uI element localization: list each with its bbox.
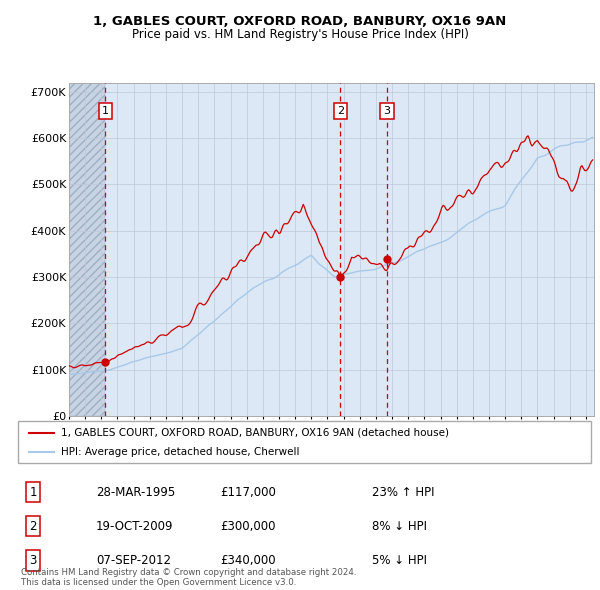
Text: HPI: Average price, detached house, Cherwell: HPI: Average price, detached house, Cher… xyxy=(61,447,299,457)
Text: 07-SEP-2012: 07-SEP-2012 xyxy=(96,554,171,567)
Text: 1: 1 xyxy=(101,106,109,116)
Text: Contains HM Land Registry data © Crown copyright and database right 2024.
This d: Contains HM Land Registry data © Crown c… xyxy=(21,568,356,587)
Text: 8% ↓ HPI: 8% ↓ HPI xyxy=(372,520,427,533)
Text: 2: 2 xyxy=(337,106,344,116)
Text: Price paid vs. HM Land Registry's House Price Index (HPI): Price paid vs. HM Land Registry's House … xyxy=(131,28,469,41)
Text: 2: 2 xyxy=(29,520,37,533)
FancyBboxPatch shape xyxy=(18,421,591,463)
Text: £300,000: £300,000 xyxy=(221,520,276,533)
Text: 23% ↑ HPI: 23% ↑ HPI xyxy=(372,486,434,499)
Text: 3: 3 xyxy=(29,554,37,567)
Text: 1: 1 xyxy=(29,486,37,499)
Bar xyxy=(69,83,105,416)
Text: 19-OCT-2009: 19-OCT-2009 xyxy=(96,520,173,533)
Text: 5% ↓ HPI: 5% ↓ HPI xyxy=(372,554,427,567)
Text: 1, GABLES COURT, OXFORD ROAD, BANBURY, OX16 9AN: 1, GABLES COURT, OXFORD ROAD, BANBURY, O… xyxy=(94,15,506,28)
Text: £117,000: £117,000 xyxy=(220,486,276,499)
Text: £340,000: £340,000 xyxy=(220,554,276,567)
Text: 1, GABLES COURT, OXFORD ROAD, BANBURY, OX16 9AN (detached house): 1, GABLES COURT, OXFORD ROAD, BANBURY, O… xyxy=(61,428,449,438)
Bar xyxy=(69,83,105,416)
Text: 28-MAR-1995: 28-MAR-1995 xyxy=(96,486,175,499)
Text: 3: 3 xyxy=(383,106,391,116)
